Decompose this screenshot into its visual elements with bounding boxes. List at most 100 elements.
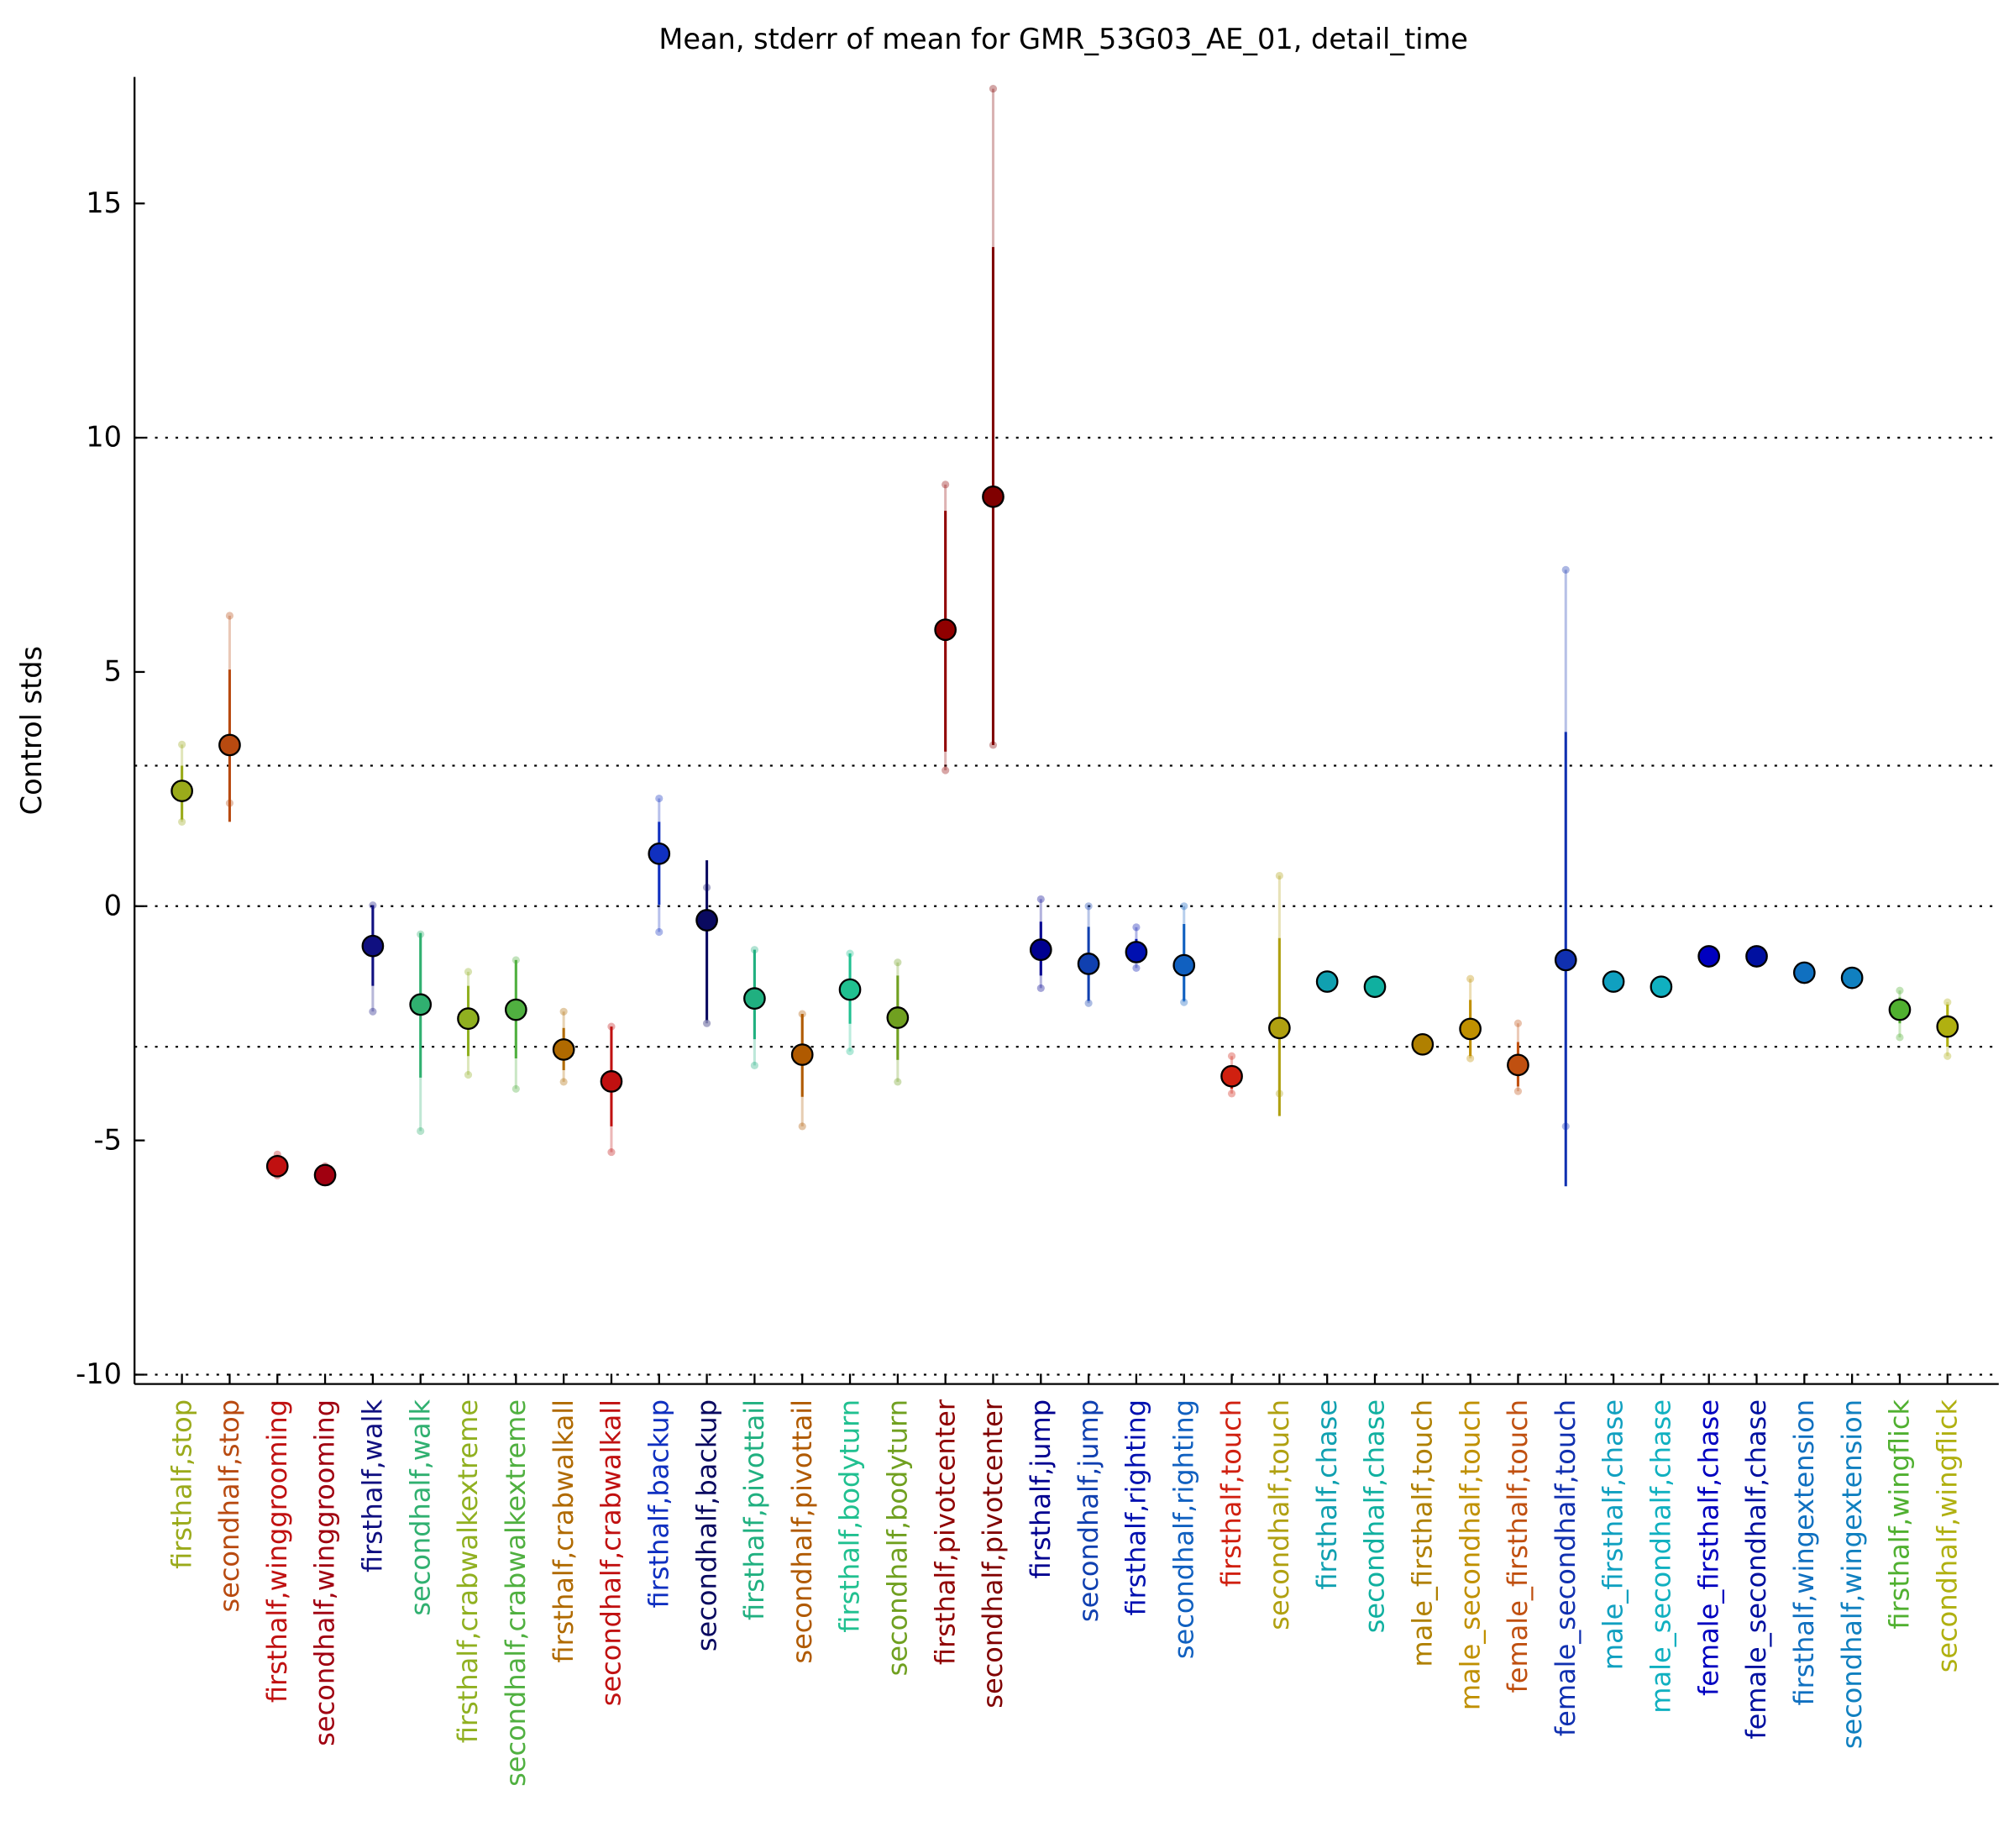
- range-end: [1275, 871, 1283, 880]
- x-tick-label: secondhalf,crabwalkextreme: [500, 1399, 532, 1787]
- range-end: [655, 927, 664, 937]
- mean-marker: [1411, 1032, 1435, 1056]
- mean-marker: [1077, 953, 1100, 975]
- x-tick-label: female_firsthalf,chase: [1692, 1399, 1724, 1696]
- range-end: [1896, 1033, 1904, 1042]
- range-end: [1132, 963, 1141, 972]
- x-tick-label: secondhalf,righting: [1167, 1399, 1199, 1659]
- x-tick-label: firsthalf,jump: [1025, 1399, 1057, 1579]
- x-tick-label: firsthalf,wingextension: [1788, 1399, 1820, 1706]
- mean-marker: [743, 987, 766, 1011]
- x-tick-label: firsthalf,wingflick: [1884, 1399, 1916, 1630]
- x-tick-label: female_secondhalf,chase: [1740, 1399, 1772, 1740]
- x-tick-label: firsthalf,winggrooming: [261, 1399, 293, 1703]
- x-tick-label: secondhalf,stop: [213, 1399, 245, 1613]
- mean-marker: [313, 1163, 337, 1187]
- x-tick-label: firsthalf,walk: [357, 1399, 389, 1573]
- mean-marker: [1220, 1064, 1243, 1088]
- y-tick-label: -10: [76, 1357, 122, 1390]
- x-tick-label: secondhalf,bodyturn: [882, 1399, 914, 1676]
- y-tick-label: 5: [104, 655, 122, 688]
- mean-marker: [886, 1006, 910, 1029]
- mean-marker: [170, 780, 193, 802]
- mean-marker: [1697, 945, 1721, 968]
- mean-marker: [695, 909, 718, 932]
- range-end: [1466, 974, 1475, 983]
- x-tick-label: secondhalf,wingflick: [1931, 1399, 1963, 1673]
- x-tick-label: firsthalf,crabwalkextreme: [452, 1399, 484, 1743]
- x-tick-label: secondhalf,jump: [1073, 1399, 1104, 1622]
- x-tick-label: secondhalf,crabwalkall: [595, 1399, 627, 1706]
- mean-marker: [457, 1007, 480, 1030]
- range-end: [464, 1070, 473, 1079]
- range-end: [1180, 902, 1188, 911]
- range-end: [894, 1078, 902, 1086]
- x-tick-label: secondhalf,wingextension: [1836, 1399, 1868, 1749]
- mean-marker: [218, 733, 241, 757]
- x-tick-label: secondhalf,touch: [1263, 1399, 1295, 1630]
- range-end: [1036, 895, 1045, 904]
- mean-marker: [1315, 970, 1339, 993]
- mean-marker: [1029, 938, 1052, 962]
- x-tick-label: male_firsthalf,touch: [1406, 1399, 1438, 1667]
- mean-marker: [1792, 961, 1816, 984]
- range-end: [511, 1084, 520, 1093]
- x-tick-label: male_secondhalf,chase: [1645, 1399, 1677, 1714]
- x-tick-label: firsthalf,touch: [1215, 1399, 1247, 1587]
- y-axis-label: Control stds: [15, 646, 48, 815]
- range-end: [607, 1148, 616, 1157]
- range-end: [1180, 998, 1188, 1006]
- range-end: [1561, 565, 1570, 574]
- range-end: [1036, 984, 1045, 992]
- mean-marker: [1840, 966, 1864, 990]
- mean-marker: [552, 1038, 575, 1061]
- mean-marker: [361, 934, 385, 958]
- x-tick-label: secondhalf,pivotcenter: [977, 1399, 1009, 1709]
- range-end: [559, 1078, 568, 1086]
- mean-marker: [1172, 953, 1196, 977]
- range-end: [1943, 1052, 1952, 1060]
- range-end: [1084, 902, 1093, 911]
- mean-marker: [409, 993, 433, 1016]
- range-end: [1896, 986, 1904, 995]
- x-tick-label: secondhalf,backup: [690, 1399, 722, 1651]
- x-tick-label: firsthalf,bodyturn: [834, 1399, 866, 1633]
- mean-marker: [1125, 941, 1148, 963]
- range-end: [1227, 1089, 1236, 1098]
- mean-marker: [1936, 1015, 1959, 1038]
- chart-title: Mean, stderr of mean for GMR_53G03_AE_01…: [658, 23, 1468, 55]
- x-tick-label: firsthalf,crabwalkall: [548, 1399, 580, 1663]
- x-tick-label: firsthalf,pivotcenter: [929, 1399, 961, 1665]
- range-end: [1513, 1087, 1523, 1095]
- y-tick-label: 0: [104, 889, 122, 921]
- mean-marker: [265, 1154, 289, 1178]
- x-tick-label: firsthalf,backup: [643, 1399, 674, 1609]
- mean-marker: [1268, 1016, 1291, 1040]
- x-tick-label: firsthalf,chase: [1311, 1399, 1343, 1590]
- range-end: [1084, 999, 1093, 1007]
- y-tick-label: -5: [93, 1123, 121, 1156]
- range-end: [798, 1122, 806, 1131]
- range-end: [989, 85, 998, 93]
- range-end: [1943, 998, 1952, 1006]
- x-tick-label: firsthalf,stop: [165, 1399, 197, 1569]
- range-end: [559, 1007, 568, 1016]
- range-end: [942, 480, 950, 489]
- x-tick-label: firsthalf,righting: [1120, 1399, 1152, 1616]
- range-end: [894, 958, 902, 967]
- mean-marker: [504, 998, 527, 1021]
- x-tick-label: secondhalf,winggrooming: [309, 1399, 341, 1746]
- x-tick-label: secondhalf,pivottail: [786, 1399, 818, 1664]
- x-tick-label: male_secondhalf,touch: [1454, 1399, 1486, 1710]
- mean-marker: [1745, 945, 1768, 968]
- mean-marker: [982, 486, 1004, 508]
- y-tick-label: 10: [86, 421, 122, 454]
- range-end: [655, 794, 664, 803]
- mean-marker: [790, 1043, 814, 1066]
- range-end: [1227, 1052, 1236, 1060]
- x-tick-label: male_firsthalf,chase: [1597, 1399, 1629, 1670]
- range-end: [1513, 1019, 1523, 1027]
- x-tick-label: female_firsthalf,touch: [1502, 1399, 1534, 1693]
- range-end: [942, 766, 950, 774]
